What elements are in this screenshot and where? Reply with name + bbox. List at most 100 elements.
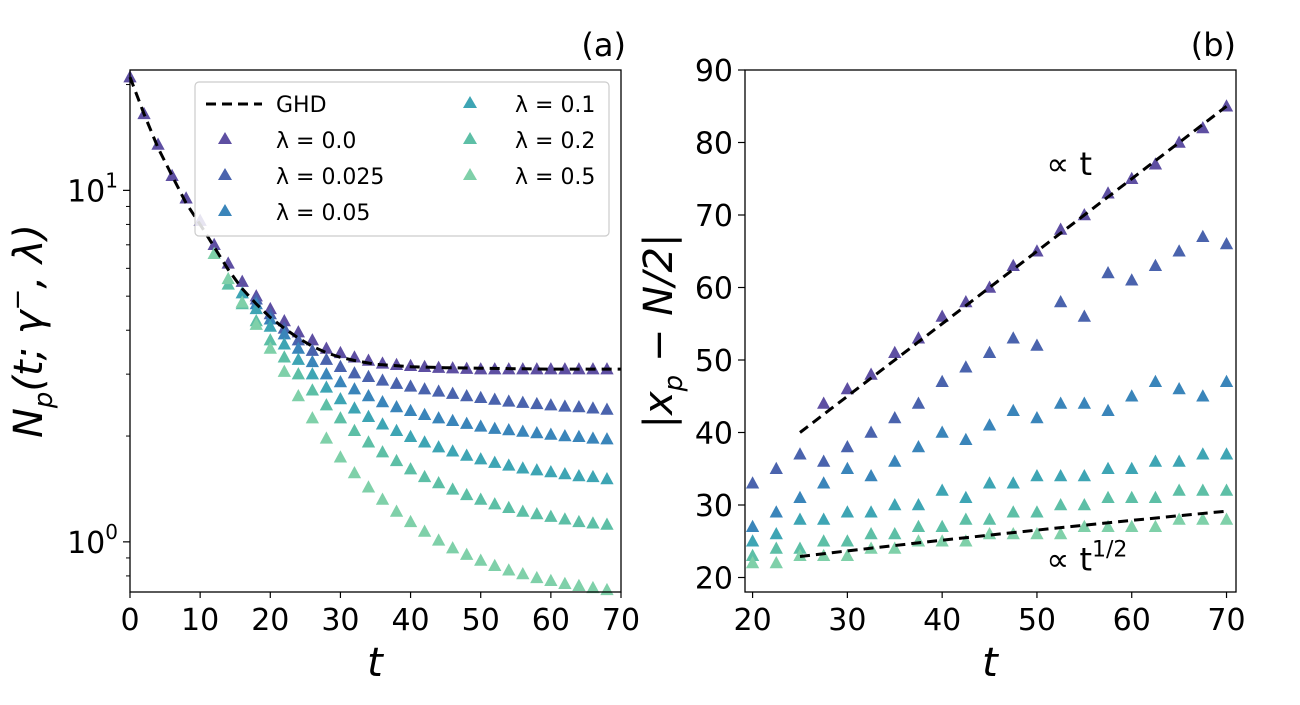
panel-b: 20 30 40 50 60 70 20 30 40 50 60 70 80 90 (b) t |xp …	[636, 26, 1246, 686]
marker-a-s0-29	[530, 362, 544, 375]
marker-b-s2-8	[935, 425, 949, 438]
marker-b-s4-10	[982, 512, 997, 525]
a-ytick-label-1: 101	[67, 168, 118, 209]
marker-b-s5-18	[1172, 512, 1186, 525]
marker-a-s3-20	[516, 461, 530, 474]
marker-a-s5-15	[417, 524, 432, 537]
legend-lam-0-025: λ = 0.025	[276, 165, 384, 190]
marker-b-s3-13	[1053, 469, 1068, 482]
marker-a-s0-11	[277, 313, 291, 327]
marker-b-s2-2	[793, 490, 807, 503]
marker-a-s2-17	[488, 421, 502, 434]
legend-marker-lam-0-1	[463, 96, 477, 108]
panel-b-x-ticks: 20 30 40 50 60 70	[733, 592, 1246, 638]
marker-a-s1-3	[291, 333, 305, 346]
annotation-linear: ∝ t	[1046, 145, 1092, 183]
marker-a-s3-8	[347, 401, 362, 414]
panel-b-x-label: t	[982, 640, 999, 686]
marker-a-s5-7	[305, 411, 320, 424]
marker-b-s5-6	[888, 541, 902, 554]
marker-a-s3-23	[558, 466, 572, 480]
marker-b-s4-19	[1196, 483, 1210, 496]
marker-b-s4-6	[888, 527, 902, 540]
marker-a-s3-0	[235, 286, 249, 299]
marker-b-s1-3	[817, 454, 831, 467]
marker-b-s5-8	[935, 534, 949, 547]
marker-b-s3-17	[1148, 454, 1163, 467]
a-xtick-label-1: 10	[181, 603, 219, 638]
marker-b-s4-16	[1125, 490, 1139, 503]
legend-ghd: GHD	[276, 93, 327, 118]
marker-a-s1-5	[319, 352, 334, 365]
marker-a-s3-21	[530, 463, 544, 476]
marker-b-s3-5	[864, 505, 878, 518]
marker-a-s3-14	[431, 440, 446, 453]
b-ytick-label-3: 50	[695, 344, 733, 379]
marker-b-s4-17	[1148, 490, 1163, 503]
marker-b-s2-6	[888, 454, 902, 467]
marker-b-s4-14	[1077, 498, 1091, 511]
marker-a-s5-18	[460, 547, 474, 560]
marker-b-s2-16	[1125, 389, 1139, 402]
marker-a-s4-24	[558, 512, 572, 525]
marker-a-s3-25	[586, 469, 600, 483]
marker-a-s4-14	[417, 469, 432, 483]
marker-a-s5-28	[600, 582, 614, 596]
marker-b-s0-7	[982, 280, 997, 293]
marker-a-s5-11	[361, 480, 376, 493]
marker-b-s2-15	[1101, 403, 1115, 416]
b-ytick-label-0: 20	[695, 562, 733, 597]
marker-b-s4-20	[1219, 483, 1234, 496]
marker-a-s1-11	[403, 379, 418, 392]
marker-b-s1-10	[982, 345, 997, 358]
sqrt-guide-line	[799, 509, 1227, 558]
marker-b-s1-0	[745, 476, 760, 489]
marker-a-s3-13	[417, 435, 432, 448]
marker-a-s2-10	[389, 399, 404, 413]
marker-b-s1-13	[1053, 295, 1068, 308]
marker-a-s2-13	[431, 411, 446, 424]
marker-b-s3-4	[840, 505, 855, 518]
marker-b-s4-4	[840, 534, 855, 547]
marker-a-s4-21	[516, 504, 530, 517]
panel-a-frame	[129, 69, 622, 593]
a-ytick-label-0: 100	[67, 520, 118, 561]
marker-a-s4-23	[544, 509, 558, 522]
marker-b-s1-2	[793, 447, 807, 460]
marker-b-s5-16	[1125, 519, 1139, 532]
marker-a-s2-25	[600, 432, 614, 445]
a-xtick-label-0: 0	[120, 603, 139, 638]
marker-a-s5-16	[431, 533, 446, 546]
marker-a-s2-11	[403, 403, 418, 417]
marker-a-s5-23	[530, 570, 544, 584]
b-ytick-label-2: 40	[695, 417, 733, 452]
b-ytick-label-4: 60	[695, 272, 733, 307]
marker-a-s3-1	[249, 301, 263, 315]
marker-a-s0-19	[389, 357, 404, 371]
marker-a-s1-6	[333, 359, 348, 372]
marker-b-s3-2	[793, 512, 807, 525]
marker-b-s1-20	[1219, 237, 1234, 250]
marker-b-s2-20	[1219, 374, 1234, 387]
marker-a-s4-12	[389, 453, 404, 467]
marker-b-s5-12	[1030, 527, 1044, 540]
marker-a-s2-3	[291, 341, 305, 354]
marker-b-s5-19	[1196, 512, 1210, 525]
marker-b-s3-16	[1125, 461, 1139, 474]
marker-a-s3-9	[361, 409, 376, 422]
marker-b-s3-12	[1030, 469, 1044, 482]
marker-a-s2-7	[347, 382, 362, 395]
b-xtick-label-3: 50	[1018, 603, 1056, 638]
marker-b-s1-18	[1172, 244, 1186, 257]
marker-b-s1-17	[1148, 258, 1163, 271]
marker-b-s1-7	[911, 396, 926, 409]
marker-b-s3-20	[1219, 447, 1234, 460]
legend-marker-lam-0-025	[218, 168, 232, 180]
marker-b-s2-18	[1172, 382, 1186, 395]
marker-a-s3-26	[600, 471, 614, 485]
marker-b-s5-0	[745, 556, 760, 569]
marker-b-s3-0	[745, 534, 760, 547]
marker-b-s1-15	[1101, 266, 1115, 279]
marker-b-s2-5	[864, 469, 878, 482]
marker-b-s1-4	[840, 440, 855, 453]
